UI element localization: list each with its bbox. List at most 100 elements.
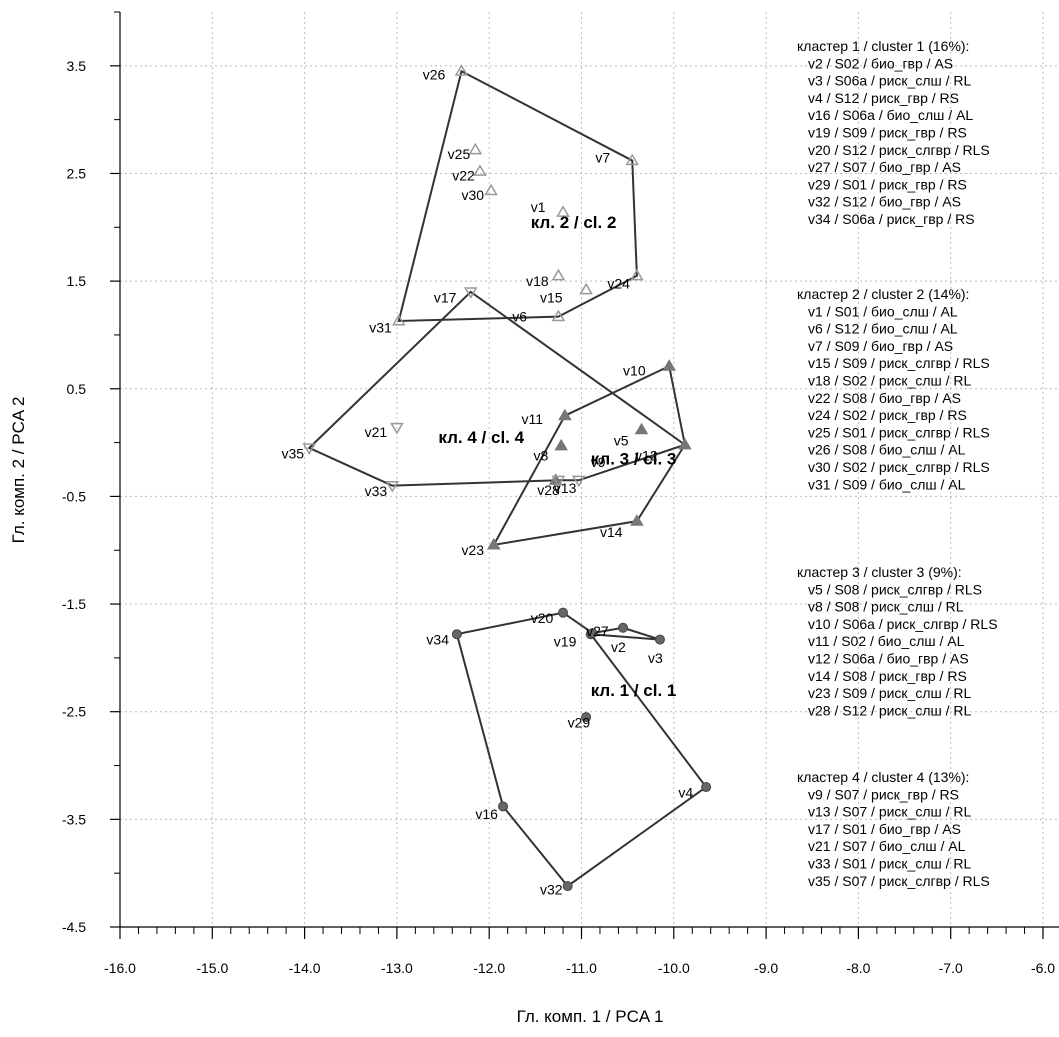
point-label: v30 [462, 187, 485, 203]
data-point [385, 481, 400, 493]
legend-item: v15 / S09 / риск_слгвр / RLS [808, 355, 990, 371]
data-point [484, 183, 498, 196]
point-label: v13 [554, 480, 577, 496]
legend-item: v12 / S06a / био_гвр / AS [808, 651, 969, 667]
point-label: v15 [540, 289, 563, 305]
legend-item: v18 / S02 / риск_слш / RL [808, 373, 972, 389]
data-point [581, 712, 592, 723]
legend-item: v34 / S06a / риск_гвр / RS [808, 211, 975, 227]
data-point [579, 282, 593, 295]
data-points [302, 64, 712, 892]
point-labels: v1 v2 v3 v4 v5 v6 v7 v8 v9 v10 v11 v12 v13 v14 v15 v16 v… [282, 66, 694, 897]
x-tick-label: -9.0 [754, 960, 778, 976]
data-point [558, 408, 572, 421]
legend-group-title: кластер 3 / cluster 3 (9%): [797, 564, 962, 580]
point-label: v26 [423, 66, 446, 82]
legend-item: v3 / S06a / риск_слш / RL [808, 73, 972, 89]
ticks: -16.0 -15.0 -14.0 -13.0 -12.0 -11.0 -10.0 -9.0 -… [62, 11, 1055, 976]
data-point [634, 422, 649, 435]
y-tick-label: -4.5 [62, 919, 86, 935]
point-label: v25 [448, 146, 471, 162]
point-label: v11 [522, 411, 544, 427]
x-tick-label: -8.0 [846, 960, 870, 976]
cluster-label-3: кл. 3 / cl. 3 [591, 450, 677, 469]
data-point [630, 268, 644, 281]
y-tick-label: 3.5 [67, 58, 87, 74]
data-point [701, 782, 712, 793]
data-point [630, 514, 644, 526]
point-label: v7 [595, 149, 610, 165]
x-tick-label: -14.0 [289, 960, 321, 976]
axes [119, 12, 1059, 928]
point-label: v3 [648, 650, 663, 666]
data-point [562, 881, 573, 892]
y-axis-label: Гл. комп. 2 / PCA 2 [9, 397, 28, 544]
legend-item: v4 / S12 / риск_гвр / RS [808, 90, 959, 106]
legend-item: v1 / S01 / био_слш / AL [808, 303, 958, 319]
legend-group-title: кластер 4 / cluster 4 (13%): [797, 769, 969, 785]
x-tick-label: -10.0 [658, 960, 690, 976]
point-label: v12 [635, 448, 658, 464]
data-point [556, 205, 570, 217]
point-label: v27 [586, 623, 609, 639]
point-label: v22 [452, 168, 475, 184]
point-label: v2 [611, 639, 626, 655]
cluster-hull-3 [491, 364, 686, 547]
legend: кластер 1 / cluster 1 (16%):v2 / S02 / б… [797, 38, 998, 889]
legend-item: v11 / S02 / био_слш / AL [808, 633, 965, 649]
legend-item: v25 / S01 / риск_слгвр / RLS [808, 424, 990, 440]
legend-item: v35 / S07 / риск_слгвр / RLS [808, 873, 990, 889]
legend-item: v17 / S01 / био_гвр / AS [808, 821, 961, 837]
cluster-label-1: кл. 1 / cl. 1 [591, 681, 677, 700]
data-point [571, 475, 586, 488]
x-tick-label: -16.0 [104, 960, 136, 976]
data-point [554, 438, 569, 451]
point-label: v24 [607, 275, 630, 291]
legend-item: v10 / S06a / риск_слгвр / RLS [808, 616, 998, 632]
y-tick-label: 2.5 [67, 165, 87, 181]
legend-item: v27 / S07 / био_гвр / AS [808, 159, 961, 175]
point-label: v32 [540, 881, 563, 897]
y-tick-label: -1.5 [62, 596, 86, 612]
legend-item: v16 / S06a / био_слш / AL [808, 107, 973, 123]
y-tick-label: -3.5 [62, 811, 86, 827]
legend-item: v13 / S07 / риск_слш / RL [808, 804, 972, 820]
data-point [551, 475, 566, 488]
legend-item: v6 / S12 / био_слш / AL [808, 321, 958, 337]
y-tick-label: -0.5 [62, 488, 86, 504]
y-tick-label: 1.5 [67, 273, 87, 289]
point-label: v16 [475, 806, 498, 822]
point-label: v17 [434, 289, 457, 305]
data-point [558, 607, 569, 618]
point-label: v14 [600, 524, 623, 540]
data-point [618, 622, 629, 633]
data-point [551, 268, 566, 281]
legend-item: v26 / S08 / био_слш / AL [808, 442, 966, 458]
cluster-hull-2 [397, 69, 638, 322]
data-point [587, 628, 598, 639]
x-tick-label: -6.0 [1031, 960, 1055, 976]
legend-item: v22 / S08 / био_гвр / AS [808, 390, 961, 406]
point-label: v5 [614, 432, 629, 448]
point-label: v8 [534, 448, 549, 464]
legend-item: v33 / S01 / риск_слш / RL [808, 856, 972, 872]
data-point [473, 164, 487, 176]
point-label: v18 [526, 273, 549, 289]
point-label: v29 [568, 714, 591, 730]
legend-item: v14 / S08 / риск_гвр / RS [808, 668, 967, 684]
legend-item: v30 / S02 / риск_слгвр / RLS [808, 459, 990, 475]
x-axis-label: Гл. комп. 1 / PCA 1 [517, 1007, 664, 1026]
point-label: v35 [282, 445, 305, 461]
legend-item: v5 / S08 / риск_слгвр / RLS [808, 581, 982, 597]
legend-item: v20 / S12 / риск_слгвр / RLS [808, 142, 990, 158]
point-label: v34 [426, 632, 449, 648]
legend-item: v28 / S12 / риск_слш / RL [808, 702, 972, 718]
legend-item: v9 / S07 / риск_гвр / RS [808, 786, 959, 802]
point-label: v31 [369, 319, 392, 335]
data-point [625, 153, 640, 166]
legend-item: v24 / S02 / риск_гвр / RS [808, 407, 967, 423]
x-tick-label: -15.0 [196, 960, 228, 976]
legend-item: v32 / S12 / био_гвр / AS [808, 194, 961, 210]
legend-group-title: кластер 2 / cluster 2 (14%): [797, 286, 969, 302]
